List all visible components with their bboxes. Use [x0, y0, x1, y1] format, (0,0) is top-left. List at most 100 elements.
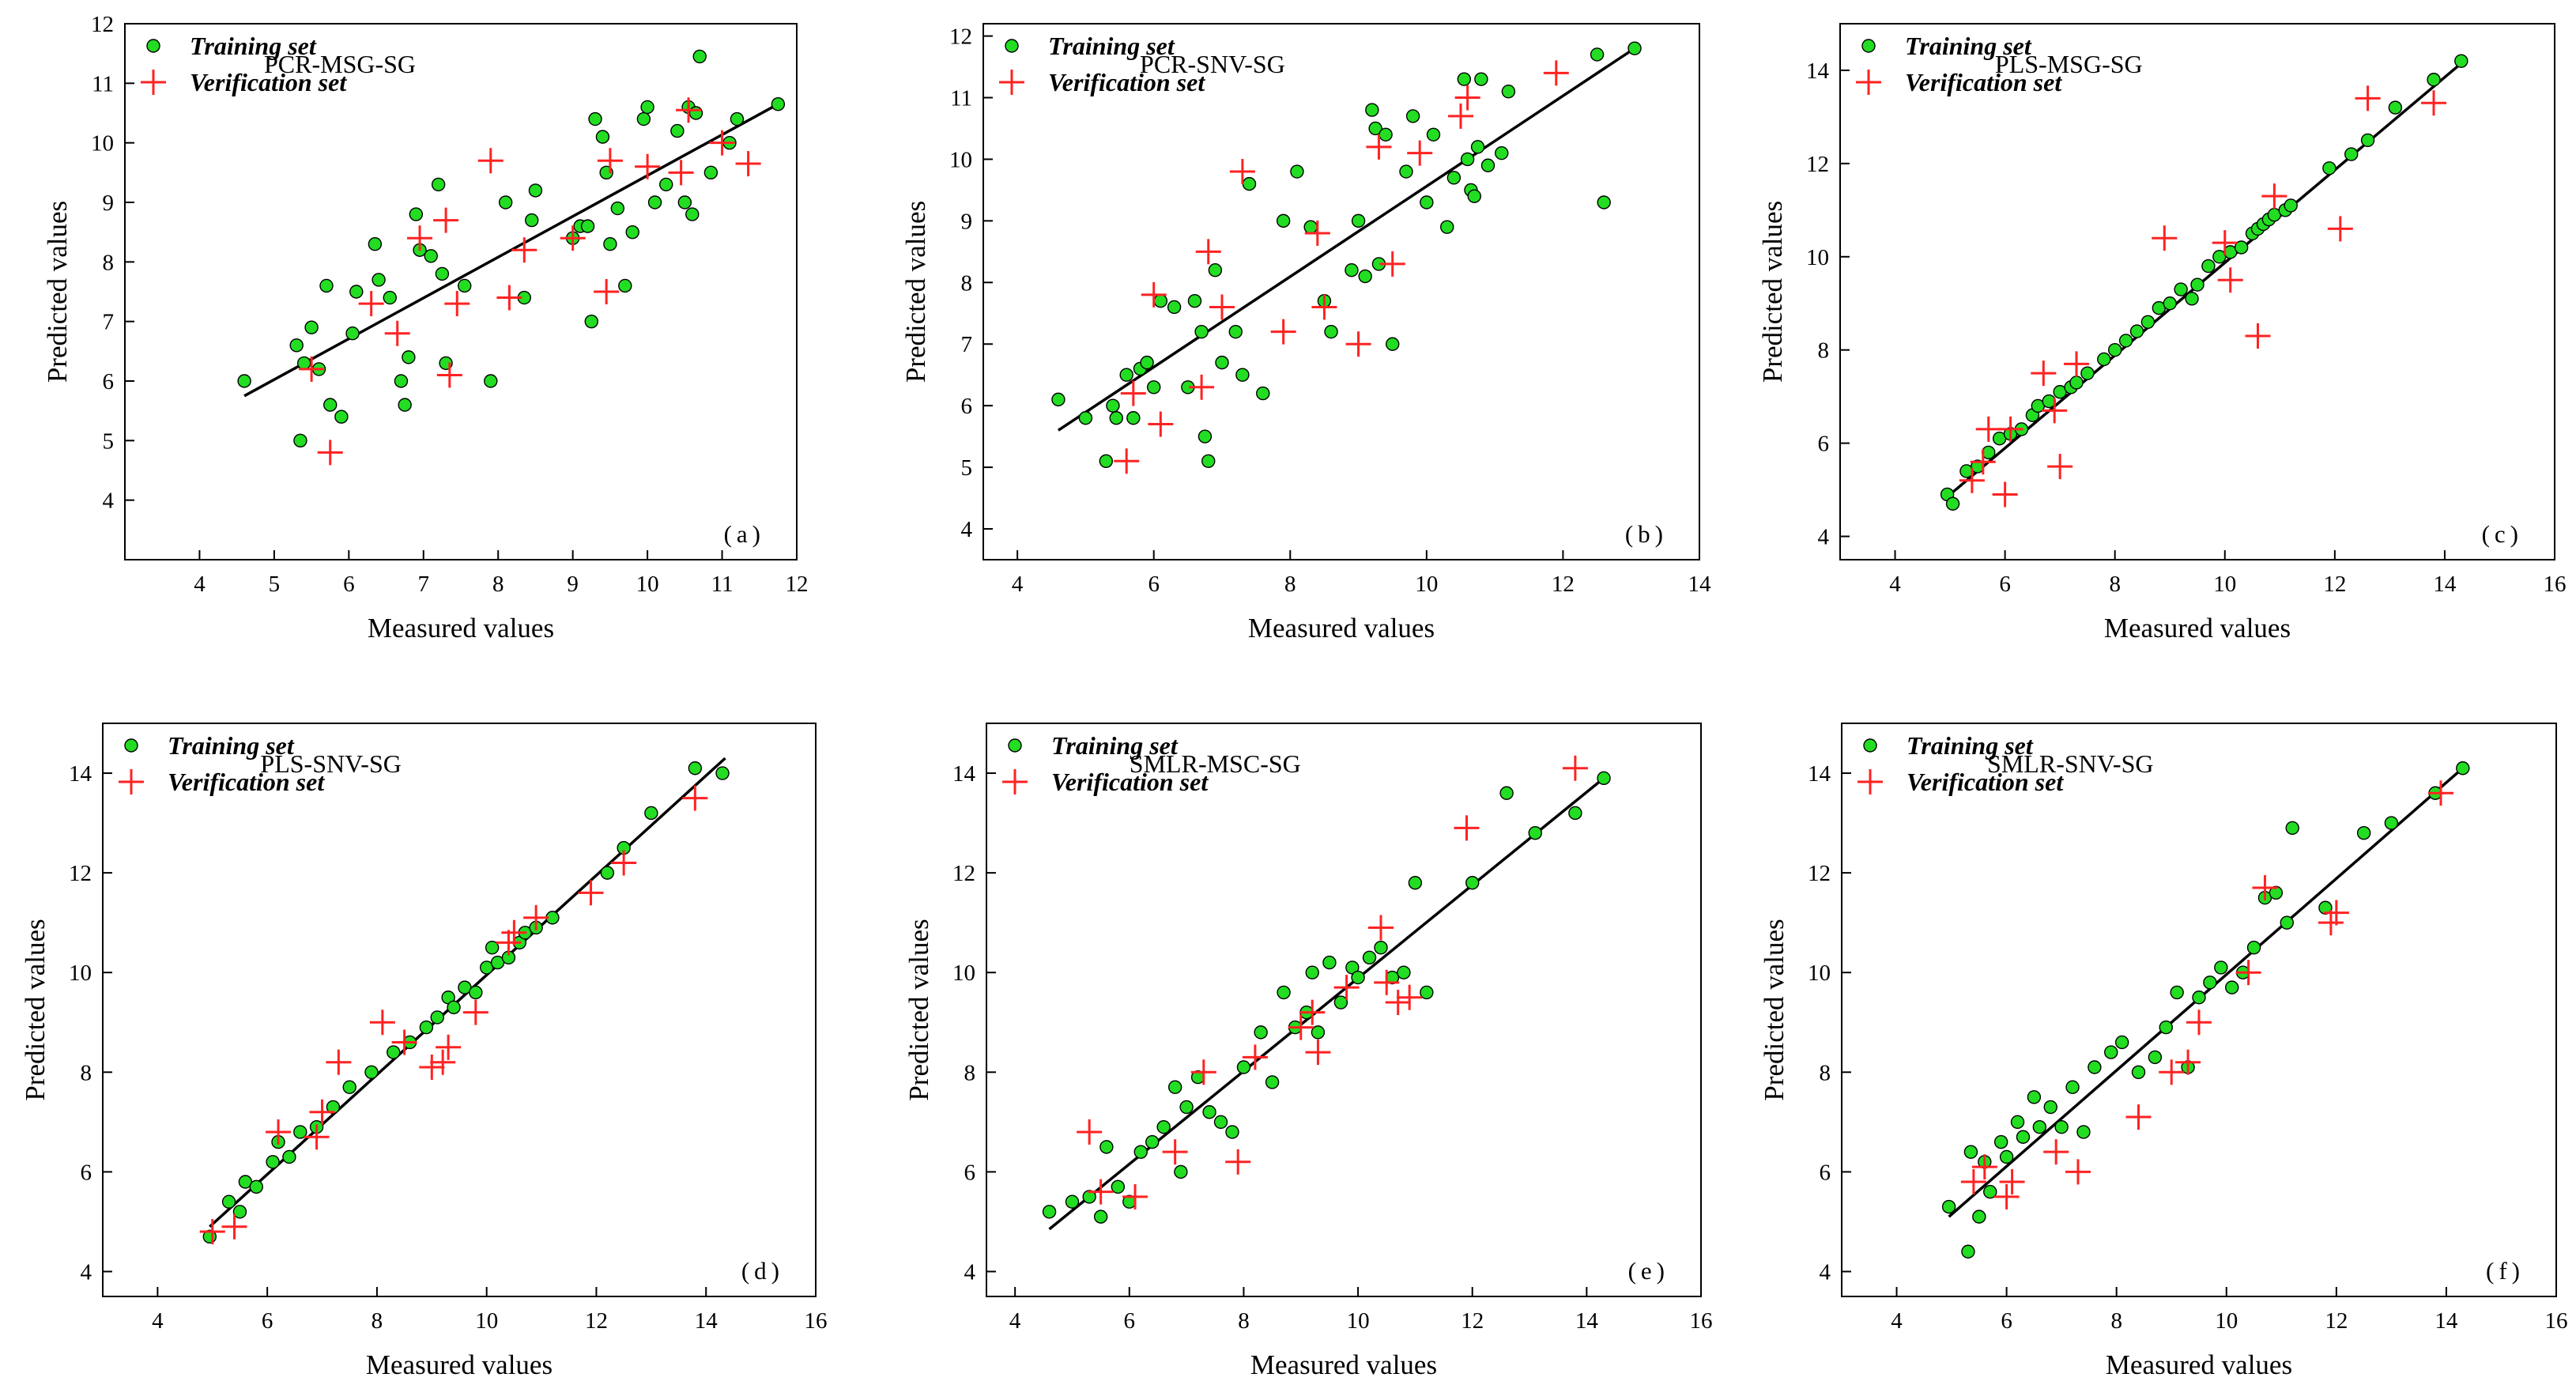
- training-point: [1446, 171, 1461, 185]
- x-tick-label: 16: [2545, 1308, 2568, 1334]
- x-tick-label: 12: [2323, 572, 2346, 597]
- x-tick-label: 8: [372, 1308, 383, 1334]
- panel-title: PCR-MSG-SG: [264, 50, 416, 78]
- training-set-series: [237, 49, 786, 448]
- verification-point: [1270, 319, 1296, 345]
- axes-frame: [124, 23, 798, 560]
- verification-point: [1997, 416, 2023, 442]
- panel-d: 4 6 8 10 12 14 16 4 6 8 10 12 14 Measured values Predi…: [20, 723, 828, 1380]
- verification-point: [1088, 1179, 1114, 1205]
- y-tick-label: 8: [1818, 338, 1830, 364]
- y-tick-label: 14: [1806, 58, 1830, 84]
- training-point: [1228, 324, 1243, 339]
- training-point: [2054, 1119, 2069, 1134]
- legend: Training set Verification set: [999, 32, 1205, 96]
- training-point: [289, 338, 304, 353]
- training-point: [1197, 429, 1213, 443]
- verification-point: [1304, 220, 1330, 246]
- y-axis-label: Predicted values: [900, 201, 931, 383]
- training-point: [498, 195, 513, 209]
- verification-point: [436, 1034, 462, 1060]
- training-point: [293, 1125, 307, 1139]
- verification-point: [1397, 984, 1423, 1010]
- training-point: [2322, 161, 2337, 175]
- legend-training-marker: [146, 39, 160, 53]
- training-point: [1145, 1134, 1160, 1149]
- y-axis-label: Predicted values: [1759, 919, 1790, 1100]
- training-point: [703, 165, 718, 180]
- training-point: [394, 374, 409, 388]
- training-point: [419, 1020, 434, 1035]
- training-point: [1276, 213, 1291, 228]
- x-axis-label: Measured values: [1248, 613, 1435, 643]
- verification-point: [1448, 103, 1473, 129]
- x-tick-label: 12: [2325, 1308, 2348, 1334]
- training-point: [584, 314, 598, 329]
- verification-point: [594, 279, 620, 304]
- panel-letter: (a): [724, 520, 765, 548]
- axes-frame: [1841, 723, 2557, 1297]
- training-point: [484, 374, 498, 388]
- training-point: [1082, 1190, 1096, 1204]
- verification-point: [1333, 975, 1360, 1001]
- y-tick-label: 12: [1806, 152, 1829, 177]
- training-point: [1597, 771, 1611, 786]
- verification-point: [2175, 1049, 2201, 1075]
- verification-point: [444, 291, 470, 317]
- training-point: [2318, 900, 2333, 915]
- y-tick-label: 10: [91, 131, 114, 157]
- y-tick-label: 4: [103, 489, 115, 514]
- verification-point: [2252, 875, 2278, 901]
- x-tick-label: 4: [1891, 1308, 1903, 1334]
- training-point: [1408, 876, 1423, 890]
- training-point: [1215, 355, 1229, 370]
- panel-e: 4 6 8 10 12 14 16 4 6 8 10 12 14 Measured values Predi…: [903, 723, 1713, 1380]
- training-point: [1167, 300, 1182, 315]
- training-point: [345, 326, 360, 341]
- training-point: [2360, 133, 2375, 148]
- legend-training-marker: [1008, 738, 1022, 753]
- legend-verification-label: Verification set: [168, 768, 325, 796]
- x-tick-label: 6: [1124, 1308, 1136, 1334]
- x-tick-label: 6: [343, 572, 355, 597]
- legend: Training set Verification set: [141, 32, 347, 96]
- legend-verification-marker: [119, 769, 144, 794]
- legend: Training set Verification set: [119, 731, 325, 796]
- training-point: [2076, 1125, 2091, 1139]
- verification-point: [2355, 85, 2381, 111]
- verification-point: [1999, 1169, 2025, 1194]
- training-point: [588, 111, 602, 126]
- training-point: [1265, 1075, 1280, 1089]
- training-point: [1426, 127, 1441, 142]
- x-tick-label: 6: [2001, 1308, 2012, 1334]
- verification-point: [1454, 85, 1480, 111]
- verification-point: [1225, 1149, 1251, 1175]
- verification-point: [676, 97, 702, 123]
- legend-training-label: Training set: [1051, 731, 1179, 760]
- verification-point: [2186, 1010, 2212, 1036]
- legend-verification-marker: [1856, 70, 1881, 95]
- legend-training-label: Training set: [168, 731, 295, 760]
- y-axis-label: Predicted values: [20, 919, 51, 1100]
- legend-verification-marker: [999, 70, 1024, 95]
- panel-title: SMLR-MSC-SG: [1130, 749, 1301, 778]
- y-tick-label: 10: [1808, 960, 1831, 986]
- verification-point: [1345, 331, 1371, 357]
- training-point: [636, 111, 651, 126]
- x-tick-label: 8: [2110, 1308, 2122, 1334]
- training-point: [1156, 1119, 1171, 1134]
- training-point: [1194, 324, 1209, 339]
- y-tick-label: 5: [961, 455, 973, 481]
- training-point: [1963, 1145, 1978, 1159]
- training-point: [2234, 240, 2249, 255]
- training-point: [644, 806, 658, 821]
- panel-f: 4 6 8 10 12 14 16 4 6 8 10 12 14 Measured values Predi…: [1759, 723, 2568, 1380]
- training-point: [2174, 282, 2188, 296]
- verification-point: [304, 1124, 330, 1150]
- verification-point: [709, 130, 735, 156]
- training-point: [2032, 1119, 2047, 1134]
- regression-line: [1048, 776, 1605, 1231]
- training-point: [715, 766, 730, 780]
- training-point: [334, 409, 349, 424]
- training-point: [1440, 220, 1454, 234]
